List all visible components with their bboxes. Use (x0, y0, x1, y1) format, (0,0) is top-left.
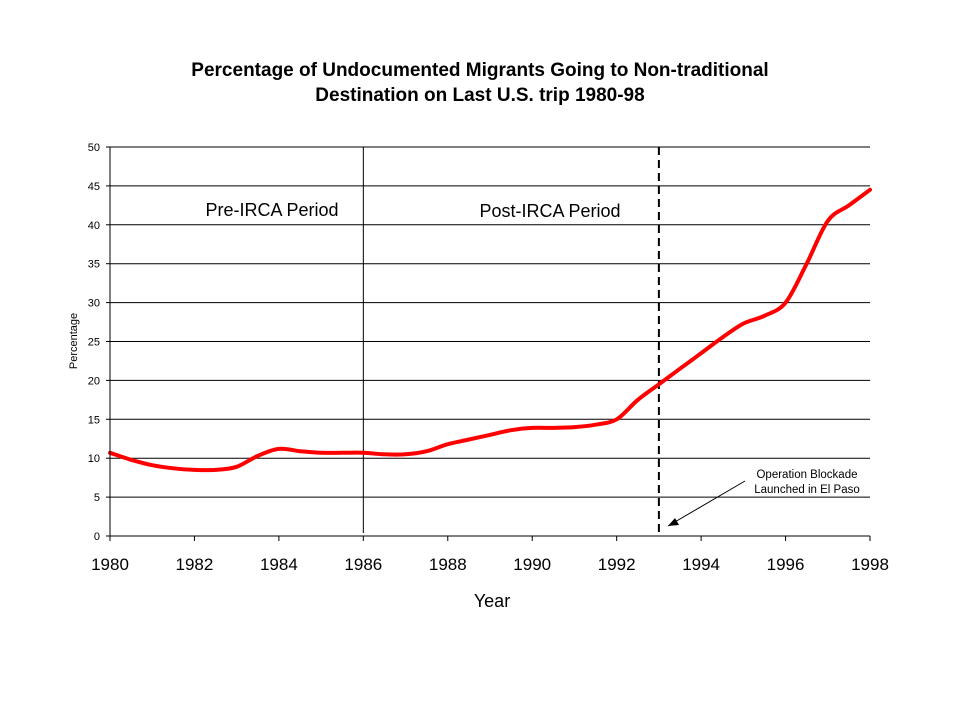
y-tick-label-40: 40 (88, 220, 100, 232)
y-tick-label-5: 5 (94, 492, 100, 504)
series-line (108, 187, 872, 473)
x-tick-label-1984: 1984 (260, 555, 298, 574)
x-tick-label-1992: 1992 (598, 555, 636, 574)
chart-title-line-1: Percentage of Undocumented Migrants Goin… (191, 60, 769, 81)
x-tick-label-1982: 1982 (176, 555, 214, 574)
x-tick-label-1998: 1998 (851, 555, 889, 574)
post-irca-label: Post-IRCA Period (479, 201, 620, 221)
y-tick-label-50: 50 (88, 142, 100, 154)
x-tick-label-1988: 1988 (429, 555, 467, 574)
x-tick-label-1990: 1990 (513, 555, 551, 574)
y-tick-label-45: 45 (88, 181, 100, 193)
event-annotation-line-1: Operation Blockade (756, 469, 857, 481)
x-tick-label-1994: 1994 (682, 555, 720, 574)
chart-title: Percentage of Undocumented Migrants Goin… (0, 58, 960, 108)
y-tick-label-0: 0 (94, 531, 100, 543)
x-axis-label: Year (474, 591, 510, 611)
event-arrow-head (668, 518, 679, 526)
x-tick-label-1986: 1986 (344, 555, 382, 574)
event-arrow-line (667, 480, 746, 527)
event-annotation-line-2: Launched in El Paso (754, 484, 860, 496)
y-tick-label-20: 20 (88, 375, 100, 387)
y-axis-label: Percentage (68, 313, 80, 369)
y-axis-ticks: 0 5 10 15 20 25 30 35 40 45 50 (88, 142, 110, 543)
y-tick-label-10: 10 (88, 453, 100, 465)
y-tick-label-15: 15 (88, 414, 100, 426)
x-tick-label-1980: 1980 (91, 555, 129, 574)
gridlines (110, 146, 870, 498)
x-axis-ticks: 1980 1982 1984 1986 1988 1990 1992 1994 1996 1998 (91, 536, 889, 574)
y-tick-label-30: 30 (88, 298, 100, 310)
x-tick-label-1996: 1996 (767, 555, 805, 574)
chart-title-line-2: Destination on Last U.S. trip 1980-98 (315, 85, 645, 106)
y-tick-label-35: 35 (88, 259, 100, 271)
pre-irca-label: Pre-IRCA Period (205, 200, 338, 220)
y-tick-label-25: 25 (88, 337, 100, 349)
